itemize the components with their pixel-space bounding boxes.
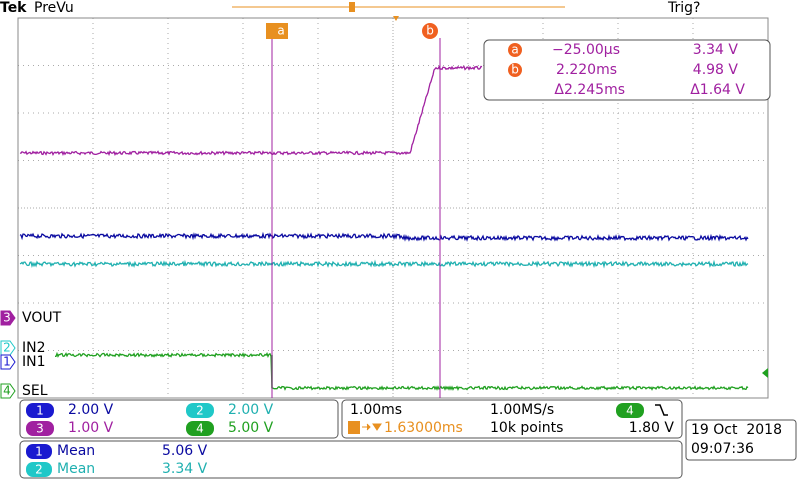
channel-number: 2 <box>35 463 43 477</box>
channel-badge <box>0 340 16 356</box>
trigger-status: Trig? <box>667 0 700 16</box>
cursor-readout <box>483 39 771 101</box>
cursor-a-tag <box>266 23 288 39</box>
readout-time: −25.00µs <box>552 42 620 58</box>
time: 09:07:36 <box>691 441 754 457</box>
channel-number: 3 <box>36 422 44 436</box>
measurements: 1 Mean 5.06 V 2 Mean 3.34 V <box>26 443 208 477</box>
channel-badge <box>26 444 52 459</box>
trigger-channel: 4 <box>626 404 634 418</box>
time-scale: 1.00ms <box>350 402 402 418</box>
record-length: 10k points <box>490 420 563 436</box>
mode: PreVu <box>34 0 74 16</box>
channel-labels: 3 VOUT 2 IN2 1 IN1 4 SEL <box>0 310 62 399</box>
channel-number: 4 <box>3 384 11 398</box>
vertical-settings: 1 2.00 V 2 2.00 V 3 1.00 V 4 5.00 V <box>26 402 274 436</box>
graticule <box>18 18 768 398</box>
measurement-label: Mean <box>57 461 95 477</box>
trigger-marker <box>393 16 399 21</box>
date: 19 Oct 2018 <box>691 422 782 438</box>
channel-badge <box>186 421 214 436</box>
measurement-value: 3.34 V <box>162 461 208 477</box>
channel-badge <box>26 403 54 418</box>
readout-marker: a <box>511 43 518 57</box>
channel-number: 1 <box>35 445 43 459</box>
channel-label: IN2 <box>22 340 46 356</box>
trace-in2 <box>19 259 749 269</box>
channel-number: 2 <box>196 404 204 418</box>
trigger-channel-badge <box>616 403 644 418</box>
channel-badge <box>26 421 54 436</box>
readout-value: 3.34 V <box>693 42 739 58</box>
volts-per-div: 2.00 V <box>68 402 114 418</box>
channel-badge <box>0 383 16 399</box>
record-window <box>349 2 355 12</box>
volts-per-div: 5.00 V <box>228 420 274 436</box>
trigger-position: 1.63000ms <box>384 420 463 436</box>
channel-number: 2 <box>3 341 11 355</box>
measurement-value: 5.06 V <box>162 443 208 459</box>
cursor-b-label: b <box>426 24 434 38</box>
channel-label: VOUT <box>22 310 62 326</box>
trigger-pos-arrow <box>362 423 382 431</box>
channel-number: 3 <box>3 311 11 325</box>
brand: Tek <box>0 0 27 16</box>
trigger-level-marker <box>762 368 768 378</box>
channel-badge <box>0 310 16 326</box>
trigger-level: 1.80 V <box>629 420 675 436</box>
readout-time: Δ2.245ms <box>554 82 625 98</box>
channel-label: SEL <box>22 383 48 399</box>
channel-number: 1 <box>36 404 44 418</box>
trigger-slope <box>655 404 668 416</box>
cursor-a-label: a <box>277 24 284 38</box>
trace-in1 <box>19 231 749 242</box>
readout-a-icon <box>508 43 522 57</box>
readout-b-icon <box>508 63 522 77</box>
readout-value: Δ1.64 V <box>690 82 745 98</box>
sample-rate: 1.00MS/s <box>490 402 554 418</box>
readout-marker: b <box>511 63 519 77</box>
channel-badge <box>26 462 52 477</box>
readout-time: 2.220ms <box>556 62 617 78</box>
horizontal-panel <box>341 399 683 439</box>
channel-badge <box>186 403 214 418</box>
measurement-panel <box>19 440 683 479</box>
volts-per-div: 1.00 V <box>68 420 114 436</box>
graticule-border <box>17 17 769 399</box>
trace-sel <box>55 351 749 391</box>
channel-number: 4 <box>196 422 204 436</box>
trace-vout <box>19 65 483 157</box>
trigger-pos-icon <box>348 421 360 434</box>
channel-number: 1 <box>3 355 11 369</box>
channel-label: IN1 <box>22 354 46 370</box>
vertical-panel <box>19 399 339 439</box>
datetime-panel <box>685 419 797 461</box>
cursor-b-tag <box>422 23 438 39</box>
channel-badge <box>0 354 16 370</box>
volts-per-div: 2.00 V <box>228 402 274 418</box>
readout-value: 4.98 V <box>693 62 739 78</box>
traces <box>19 65 749 391</box>
measurement-label: Mean <box>57 443 95 459</box>
